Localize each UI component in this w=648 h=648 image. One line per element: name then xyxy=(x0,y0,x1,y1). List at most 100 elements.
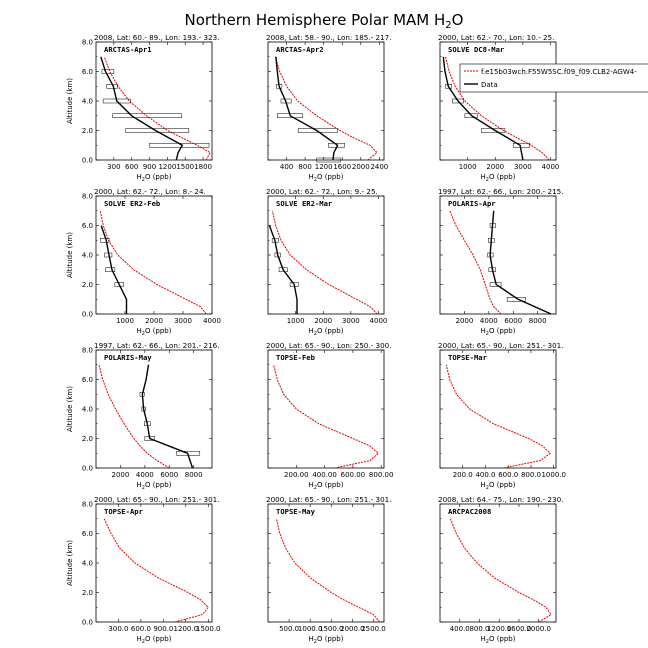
panel-title: ARCPAC2008 xyxy=(448,507,491,516)
y-tick-label: 6.0 xyxy=(82,68,93,76)
data-error-box xyxy=(289,282,299,287)
data-error-box xyxy=(489,282,502,287)
data-error-box xyxy=(452,98,464,104)
x-tick-label: 1200 xyxy=(158,163,176,171)
data-error-box xyxy=(105,267,116,272)
y-tick-label: 6.0 xyxy=(82,376,93,384)
y-tick-label: 0.0 xyxy=(82,465,93,473)
x-axis-label: H2O (ppb) xyxy=(481,173,516,183)
panel-title: SOLVE DC8-Mar xyxy=(448,45,505,54)
x-tick-label: 1000 xyxy=(459,163,477,171)
model-series-line xyxy=(275,518,381,623)
x-tick-label: 1200.0 xyxy=(174,625,199,633)
model-series-line xyxy=(445,364,552,469)
legend-box xyxy=(459,63,648,93)
x-tick-label: 4000 xyxy=(136,471,154,479)
panel-header: 2000, Lat: 65.- 90., Lon: 251.- 301. xyxy=(266,495,392,504)
x-tick-label: 1000.0 xyxy=(298,625,323,633)
y-tick-label: 2.0 xyxy=(82,435,93,443)
x-axis-label: H2O (ppb) xyxy=(137,481,172,491)
model-series-line xyxy=(449,210,502,315)
figure-title: Northern Hemisphere Polar MAM H2O xyxy=(185,11,464,31)
x-tick-label: 2000 xyxy=(314,317,332,325)
data-series-line xyxy=(275,56,339,161)
x-tick-label: 1500.0 xyxy=(196,625,221,633)
panel-title: TOPSE-Mar xyxy=(448,353,488,362)
data-error-box xyxy=(488,267,496,272)
panel-2: 2008, Lat: 58.- 90., Lon: 185.- 217. ARCT… xyxy=(266,33,392,183)
x-tick-label: 1600.0 xyxy=(507,625,532,633)
plot-frame xyxy=(439,503,557,623)
x-tick-label: 3000 xyxy=(342,317,360,325)
x-tick-label: 1200.0 xyxy=(487,625,512,633)
data-error-box xyxy=(280,98,292,104)
data-error-box xyxy=(271,238,279,243)
x-tick-label: 1600 xyxy=(333,163,351,171)
data-error-box xyxy=(464,113,478,118)
model-series-line xyxy=(103,518,209,623)
plot-frame xyxy=(267,503,385,623)
data-error-box xyxy=(144,436,155,441)
data-error-box xyxy=(297,128,338,133)
x-tick-label: 400.0 xyxy=(450,625,470,633)
legend-data-label: Data xyxy=(481,81,498,89)
plot-frame xyxy=(95,503,213,623)
x-axis-label: H2O (ppb) xyxy=(481,327,516,337)
data-error-box xyxy=(100,238,110,243)
data-error-box xyxy=(139,392,145,397)
data-error-box xyxy=(278,267,288,272)
x-tick-label: 8000 xyxy=(185,471,203,479)
panel-title: POLARIS-May xyxy=(104,353,152,362)
x-tick-label: 1200 xyxy=(315,163,333,171)
x-tick-label: 600.00 xyxy=(341,471,366,479)
x-tick-label: 4000 xyxy=(542,163,560,171)
panel-9: 2000, Lat: 65.- 90., Lon: 251.- 301. TOPS… xyxy=(438,341,566,491)
x-tick-label: 1500 xyxy=(176,163,194,171)
x-tick-label: 4000 xyxy=(370,317,388,325)
panel-header: 2000, Lat: 62.- 72., Lon: 8.- 24. xyxy=(94,187,206,196)
panel-header: 2008, Lat: 58.- 90., Lon: 185.- 217. xyxy=(266,33,392,42)
y-tick-label: 2.0 xyxy=(82,281,93,289)
plot-frame xyxy=(267,349,385,469)
panel-4: 2000, Lat: 62.- 72., Lon: 8.- 24. SOLVE E… xyxy=(66,187,221,337)
panel-header: 2000, Lat: 62.- 70., Lon: 10.- 25. xyxy=(438,33,554,42)
model-series-line xyxy=(99,210,207,315)
panel-header: 2008, Lat: 60.- 89., Lon: 193.- 323. xyxy=(94,33,220,42)
x-tick-label: 800.0 xyxy=(521,471,541,479)
x-axis-label: H2O (ppb) xyxy=(309,327,344,337)
panel-11: 2000, Lat: 65.- 90., Lon: 251.- 301. TOPS… xyxy=(266,495,392,645)
data-series-line xyxy=(268,225,298,314)
x-tick-label: 800.0 xyxy=(469,625,489,633)
y-tick-label: 0.0 xyxy=(82,619,93,627)
panel-8: 2000, Lat: 65.- 90., Lon: 250.- 300. TOPS… xyxy=(266,341,393,491)
panel-7: 1997, Lat: 62.- 66., Lon: 201.- 216. POLA… xyxy=(66,341,220,491)
data-error-box xyxy=(125,128,190,133)
model-series-line xyxy=(271,210,378,315)
panel-12: 2008, Lat: 64.- 75., Lon: 190.- 230. ARCP… xyxy=(438,495,564,645)
panel-title: TOPSE-Apr xyxy=(104,507,144,516)
y-axis-label: Altitude (km) xyxy=(66,232,74,278)
panel-title: POLARIS-Apr xyxy=(448,199,496,208)
x-tick-label: 800 xyxy=(298,163,311,171)
panel-title: TOPSE-May xyxy=(276,507,316,516)
panel-title: SOLVE ER2-Mar xyxy=(276,199,333,208)
x-tick-label: 200.0 xyxy=(453,471,473,479)
data-error-box xyxy=(445,84,452,89)
y-tick-label: 8.0 xyxy=(82,193,93,201)
x-tick-label: 900.0 xyxy=(153,625,173,633)
panel-title: SOLVE ER2-Feb xyxy=(104,199,161,208)
x-tick-label: 8000 xyxy=(529,317,547,325)
x-tick-label: 2000.0 xyxy=(526,625,551,633)
x-axis-label: H2O (ppb) xyxy=(481,481,516,491)
data-error-box xyxy=(143,421,151,426)
x-tick-label: 2000 xyxy=(112,471,130,479)
x-tick-label: 2000 xyxy=(145,317,163,325)
model-series-line xyxy=(98,364,170,469)
plot-frame xyxy=(95,195,213,315)
x-axis-label: H2O (ppb) xyxy=(309,635,344,645)
x-tick-label: 600.0 xyxy=(131,625,151,633)
x-axis-label: H2O (ppb) xyxy=(309,173,344,183)
model-series-line xyxy=(274,56,378,161)
panel-3: 2000, Lat: 62.- 70., Lon: 10.- 25. SOLVE … xyxy=(438,33,559,183)
y-axis-label: Altitude (km) xyxy=(66,540,74,586)
